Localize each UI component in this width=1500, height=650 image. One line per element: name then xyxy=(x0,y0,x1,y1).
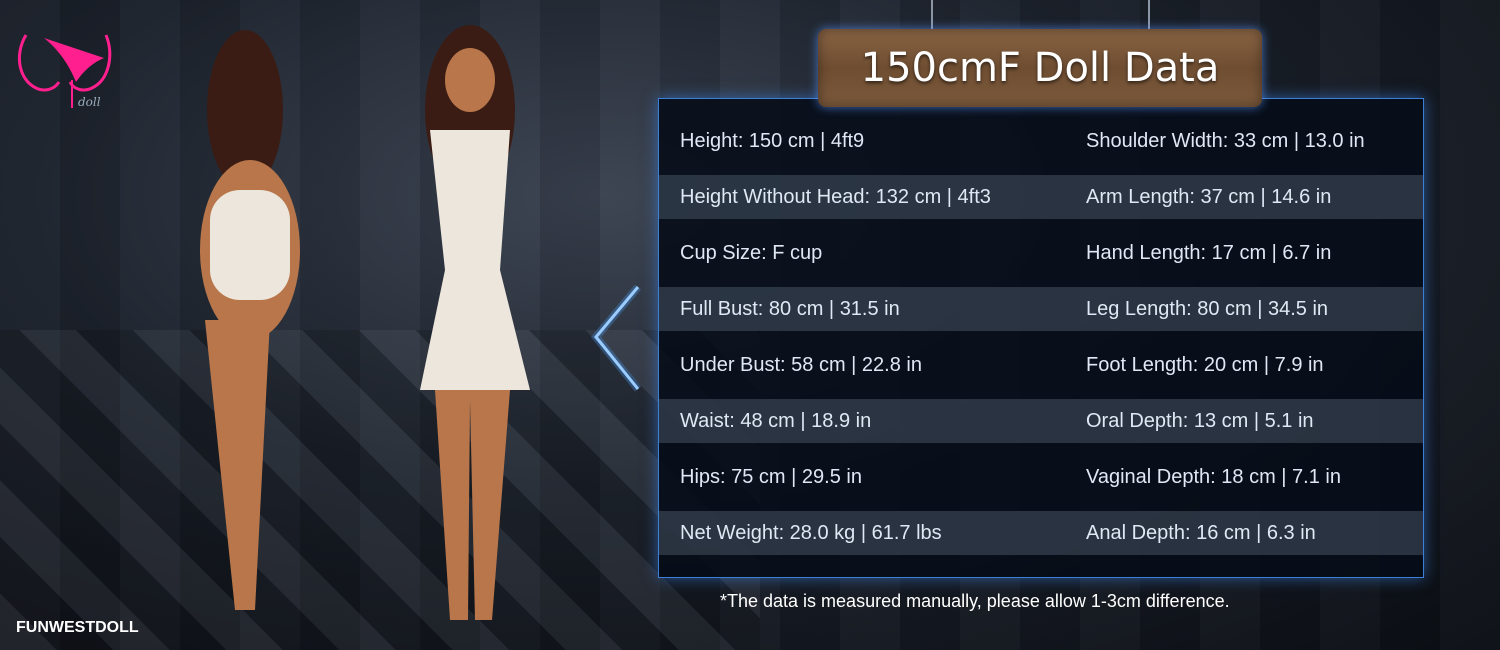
measurement-note: *The data is measured manually, please a… xyxy=(720,591,1230,611)
spec-right: Hand Length: 17 cm | 6.7 in xyxy=(1086,242,1332,264)
spec-left: Height: 150 cm | 4ft9 xyxy=(680,130,865,152)
spec-table: Height: 150 cm | 4ft9 Shoulder Width: 33 … xyxy=(658,98,1424,578)
chevron-left-icon xyxy=(590,285,642,392)
svg-text:doll: doll xyxy=(78,95,101,109)
spec-right: Shoulder Width: 33 cm | 13.0 in xyxy=(1086,130,1365,152)
spec-right: Vaginal Depth: 18 cm | 7.1 in xyxy=(1086,466,1341,488)
title-sign: 150cmF Doll Data xyxy=(818,29,1262,107)
table-row: Net Weight: 28.0 kg | 61.7 lbs Anal Depth… xyxy=(659,511,1423,555)
spec-left: Waist: 48 cm | 18.9 in xyxy=(680,410,872,432)
spec-left: Net Weight: 28.0 kg | 61.7 lbs xyxy=(680,522,942,544)
spec-left: Cup Size: F cup xyxy=(680,242,823,264)
spec-left: Height Without Head: 132 cm | 4ft3 xyxy=(680,186,991,208)
spec-right: Leg Length: 80 cm | 34.5 in xyxy=(1086,298,1329,320)
product-photo-front xyxy=(420,25,530,620)
page-title: 150cmF Doll Data xyxy=(860,45,1220,91)
product-photo-back xyxy=(200,30,300,610)
spec-right: Oral Depth: 13 cm | 5.1 in xyxy=(1086,410,1314,432)
table-row: Height Without Head: 132 cm | 4ft3 Arm Le… xyxy=(659,175,1423,219)
table-row: Height: 150 cm | 4ft9 Shoulder Width: 33 … xyxy=(659,119,1423,163)
sign-chain-left xyxy=(931,0,933,34)
table-row: Under Bust: 58 cm | 22.8 in Foot Length: … xyxy=(659,343,1423,387)
table-row: Full Bust: 80 cm | 31.5 in Leg Length: 80… xyxy=(659,287,1423,331)
spec-right: Anal Depth: 16 cm | 6.3 in xyxy=(1086,522,1316,544)
spec-left: Under Bust: 58 cm | 22.8 in xyxy=(680,354,922,376)
table-row: Waist: 48 cm | 18.9 in Oral Depth: 13 cm … xyxy=(659,399,1423,443)
spec-left: Full Bust: 80 cm | 31.5 in xyxy=(680,298,900,320)
spec-right: Foot Length: 20 cm | 7.9 in xyxy=(1086,354,1324,376)
sign-chain-right xyxy=(1148,0,1150,34)
spec-left: Hips: 75 cm | 29.5 in xyxy=(680,466,862,488)
brand-logo: doll xyxy=(17,34,112,109)
brand-name: FUNWESTDOLL xyxy=(16,619,139,636)
table-row: Hips: 75 cm | 29.5 in Vaginal Depth: 18 c… xyxy=(659,455,1423,499)
spec-right: Arm Length: 37 cm | 14.6 in xyxy=(1086,186,1332,208)
table-row: Cup Size: F cup Hand Length: 17 cm | 6.7 … xyxy=(659,231,1423,275)
